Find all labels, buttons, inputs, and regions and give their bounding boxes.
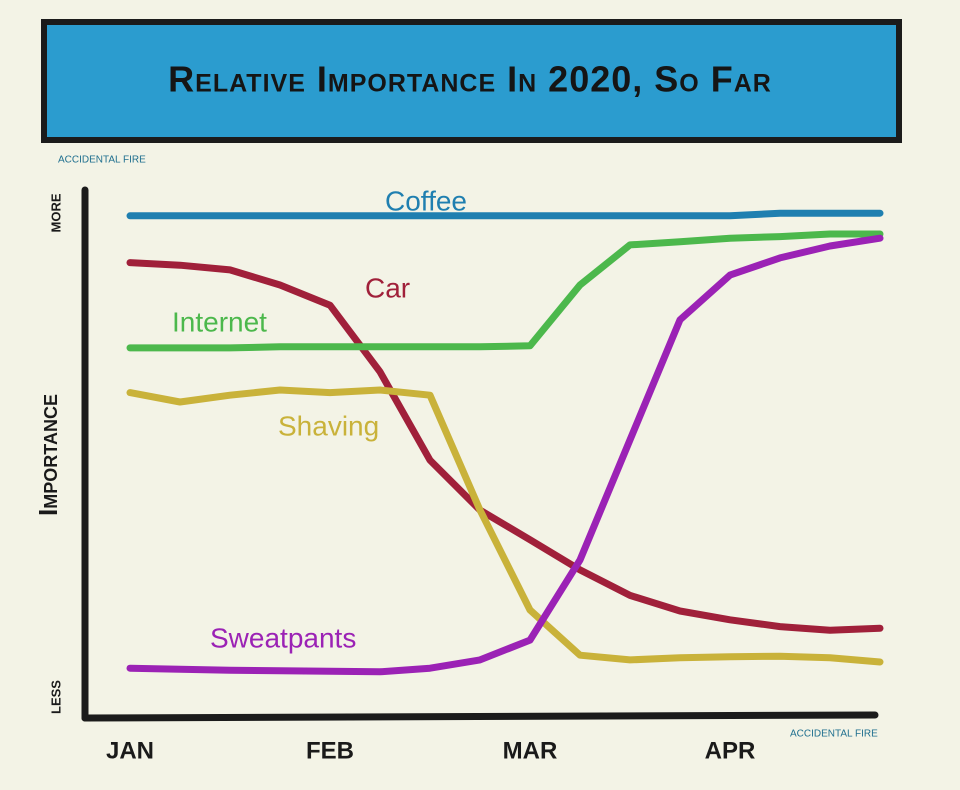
series-label: Sweatpants: [210, 622, 356, 653]
y-tick-label: MORE: [48, 193, 63, 232]
series-label: Shaving: [278, 410, 379, 441]
y-axis-title: Importance: [33, 394, 63, 516]
title-box: [41, 19, 902, 143]
series-line: [126, 386, 884, 666]
x-tick-label: JAN: [106, 737, 154, 764]
chart-title: Relative Importance In 2020, So Far: [168, 59, 772, 100]
x-tick-label: FEB: [306, 737, 354, 764]
series-label: Car: [365, 272, 410, 303]
x-tick-label: APR: [705, 737, 756, 764]
series-line: [126, 234, 884, 676]
watermark: ACCIDENTAL FIRE: [58, 155, 146, 166]
series-line: [126, 259, 884, 634]
series-label: Coffee: [385, 185, 467, 216]
watermark: ACCIDENTAL FIRE: [790, 729, 878, 740]
x-tick-label: MAR: [503, 737, 558, 764]
series-line: [126, 230, 884, 352]
x-axis: [81, 711, 879, 722]
y-tick-label: LESS: [48, 680, 63, 714]
series-line: [126, 209, 884, 220]
series-label: Internet: [172, 306, 267, 337]
